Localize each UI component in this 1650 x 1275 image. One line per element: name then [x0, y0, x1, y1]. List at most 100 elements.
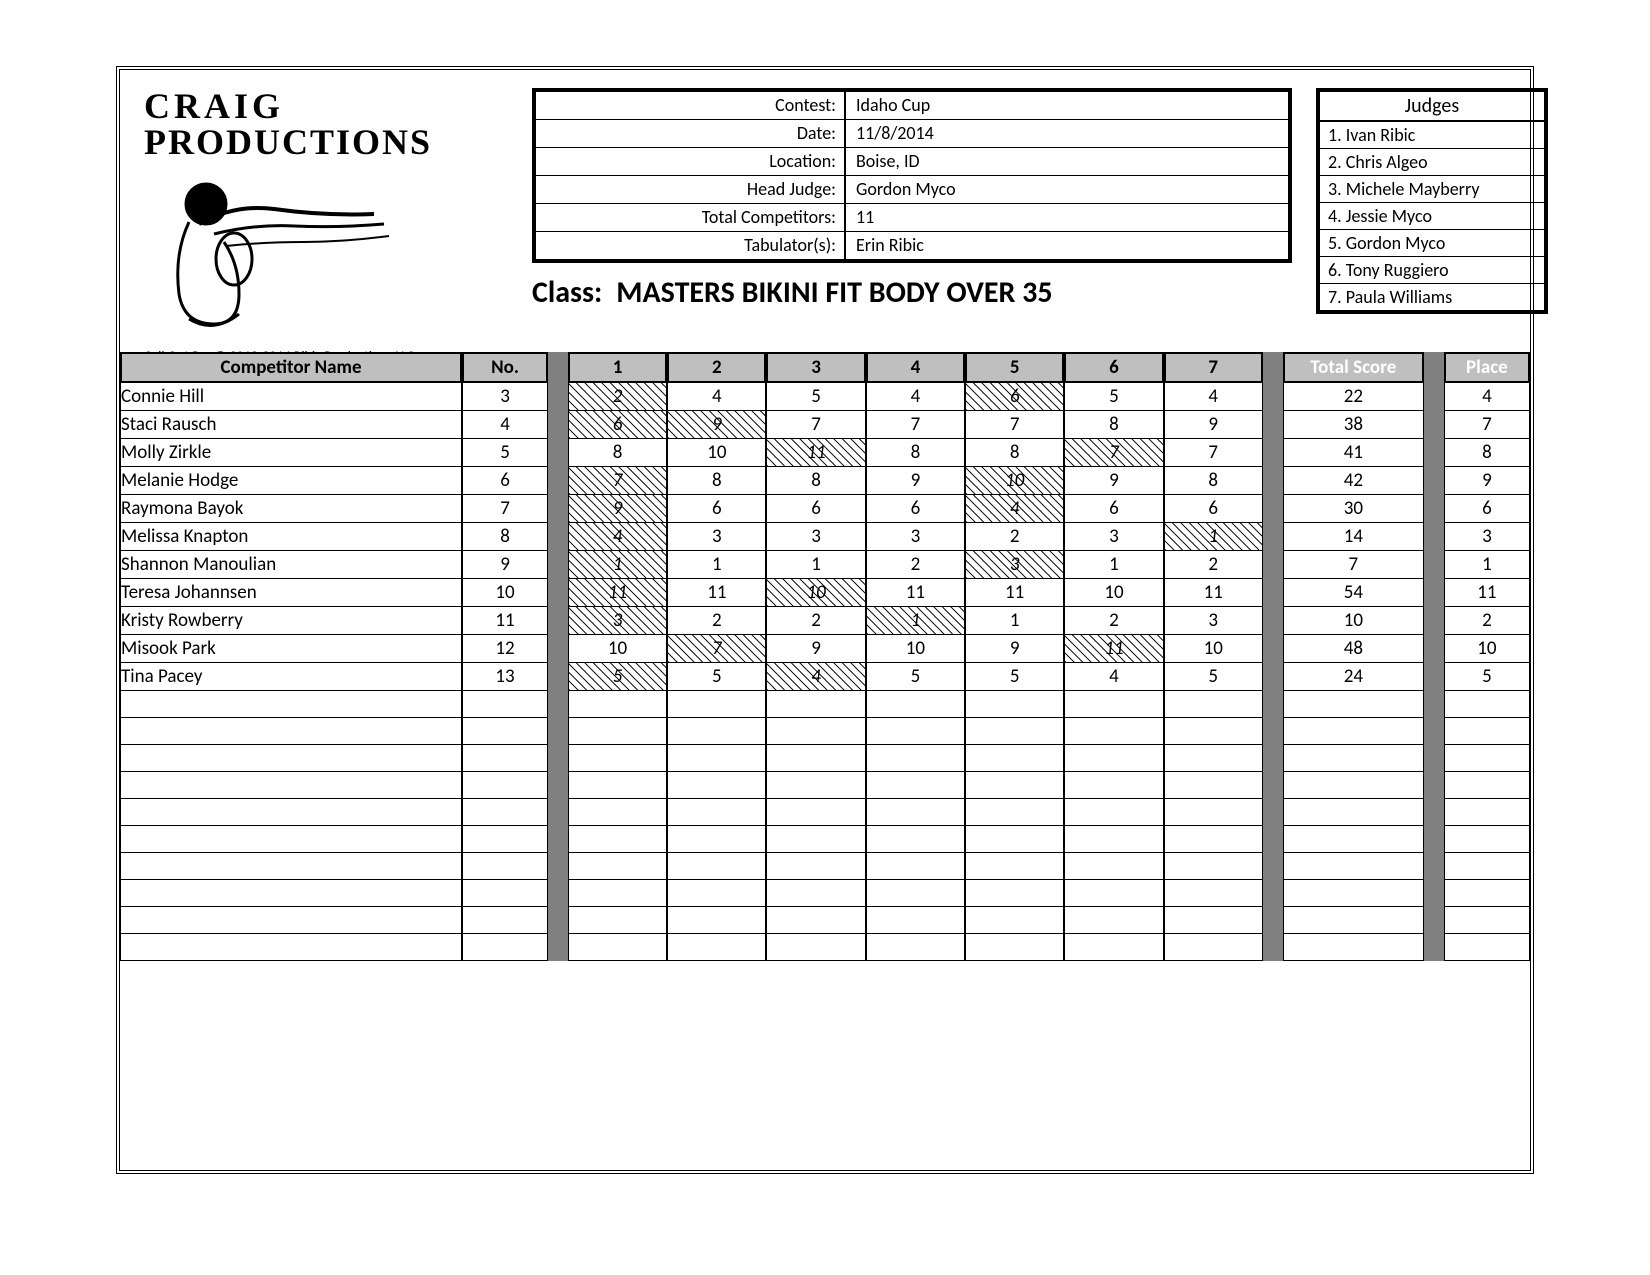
col-gap — [548, 352, 568, 383]
cell-place — [1444, 772, 1530, 799]
cell-score: 11 — [1164, 579, 1263, 607]
cell-score: 2 — [667, 607, 766, 635]
judges-row: 5. Gordon Myco — [1320, 229, 1544, 256]
table-row — [120, 907, 1530, 934]
col-place: Place — [1444, 352, 1530, 383]
cell-score — [965, 745, 1064, 772]
cell-name: Shannon Manoulian — [120, 551, 462, 579]
cell-score: 7 — [965, 411, 1064, 439]
cell-score: 6 — [1164, 495, 1263, 523]
cell-score: 9 — [1164, 411, 1263, 439]
cell-score — [1164, 718, 1263, 745]
cell-total: 14 — [1283, 523, 1424, 551]
cell-score: 8 — [866, 439, 965, 467]
top-area: CRAIG PRODUCTIONS Call Out Pro © 2012-20… — [144, 88, 1506, 378]
cell-name: Staci Rausch — [120, 411, 462, 439]
contest-row: Contest:Idaho Cup — [536, 92, 1288, 119]
contest-value: 11/8/2014 — [846, 120, 1288, 147]
cell-score: 9 — [568, 495, 667, 523]
cell-score — [1164, 934, 1263, 961]
cell-score: 6 — [667, 495, 766, 523]
cell-place: 2 — [1444, 607, 1530, 635]
cell-place — [1444, 907, 1530, 934]
cell-score: 3 — [766, 523, 865, 551]
cell-score: 5 — [965, 663, 1064, 691]
contest-row: Date:11/8/2014 — [536, 119, 1288, 147]
cell-total: 38 — [1283, 411, 1424, 439]
cell-score — [568, 799, 667, 826]
logo-line1: CRAIG — [144, 88, 484, 124]
table-row — [120, 880, 1530, 907]
col-judge-3: 3 — [766, 352, 865, 383]
cell-no: 3 — [462, 383, 548, 411]
col-judge-1: 1 — [568, 352, 667, 383]
cell-score: 1 — [667, 551, 766, 579]
cell-score — [667, 880, 766, 907]
cell-score — [866, 934, 965, 961]
judges-row: 4. Jessie Myco — [1320, 202, 1544, 229]
cell-total: 7 — [1283, 551, 1424, 579]
cell-score — [866, 826, 965, 853]
cell-score — [866, 880, 965, 907]
cell-score: 2 — [1164, 551, 1263, 579]
judges-row: 2. Chris Algeo — [1320, 148, 1544, 175]
cell-score: 5 — [1164, 663, 1263, 691]
contest-row: Head Judge:Gordon Myco — [536, 175, 1288, 203]
cell-place — [1444, 799, 1530, 826]
cell-score: 1 — [866, 607, 965, 635]
cell-place — [1444, 934, 1530, 961]
col-competitor-name: Competitor Name — [120, 352, 462, 383]
cell-name: Melanie Hodge — [120, 467, 462, 495]
contest-value: Boise, ID — [846, 148, 1288, 175]
cell-score — [766, 907, 865, 934]
contest-info-box: Contest:Idaho CupDate:11/8/2014Location:… — [532, 88, 1292, 263]
col-no: No. — [462, 352, 548, 383]
cell-score: 6 — [866, 495, 965, 523]
cell-no: 9 — [462, 551, 548, 579]
cell-no: 13 — [462, 663, 548, 691]
cell-score: 11 — [1064, 635, 1163, 663]
cell-score — [866, 853, 965, 880]
cell-name: Molly Zirkle — [120, 439, 462, 467]
cell-total — [1283, 826, 1424, 853]
cell-name — [120, 853, 462, 880]
cell-score — [1064, 718, 1163, 745]
cell-no: 11 — [462, 607, 548, 635]
cell-score — [965, 772, 1064, 799]
table-row — [120, 718, 1530, 745]
cell-score: 10 — [568, 635, 667, 663]
cell-score: 8 — [1164, 467, 1263, 495]
cell-no: 10 — [462, 579, 548, 607]
cell-score: 6 — [766, 495, 865, 523]
cell-score — [766, 745, 865, 772]
cell-name — [120, 799, 462, 826]
cell-total — [1283, 799, 1424, 826]
cell-name — [120, 745, 462, 772]
cell-total: 24 — [1283, 663, 1424, 691]
cell-score — [766, 772, 865, 799]
cell-score: 4 — [1164, 383, 1263, 411]
class-line: Class: MASTERS BIKINI FIT BODY OVER 35 — [532, 274, 1292, 311]
cell-name: Tina Pacey — [120, 663, 462, 691]
cell-score: 5 — [866, 663, 965, 691]
cell-total — [1283, 880, 1424, 907]
cell-score: 11 — [568, 579, 667, 607]
cell-score: 7 — [1064, 439, 1163, 467]
cell-score — [1064, 880, 1163, 907]
cell-score: 10 — [667, 439, 766, 467]
cell-score — [1164, 745, 1263, 772]
cell-score — [568, 772, 667, 799]
cell-no: 4 — [462, 411, 548, 439]
table-row: Misook Park12107910911104810 — [120, 635, 1530, 663]
cell-score — [766, 826, 865, 853]
cell-score: 8 — [1064, 411, 1163, 439]
cell-score — [568, 718, 667, 745]
cell-score — [965, 880, 1064, 907]
cell-total: 10 — [1283, 607, 1424, 635]
cell-score: 3 — [568, 607, 667, 635]
cell-place: 5 — [1444, 663, 1530, 691]
cell-score: 5 — [667, 663, 766, 691]
cell-no — [462, 907, 548, 934]
cell-score: 1 — [1164, 523, 1263, 551]
cell-place: 1 — [1444, 551, 1530, 579]
